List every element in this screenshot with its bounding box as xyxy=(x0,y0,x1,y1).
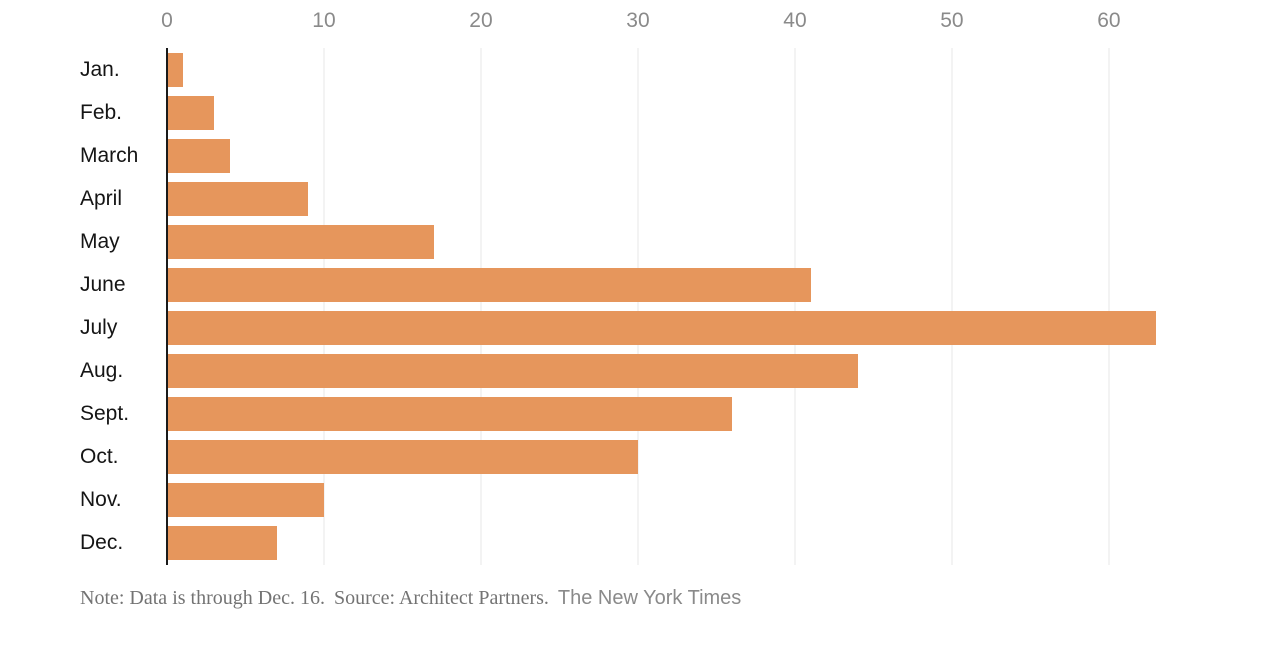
bar-dec xyxy=(167,526,277,561)
bar-nov xyxy=(167,483,324,518)
bar-sept xyxy=(167,397,733,432)
category-label-feb: Feb. xyxy=(80,100,123,124)
category-label-nov: Nov. xyxy=(80,488,122,512)
zero-axis-line xyxy=(166,48,168,565)
bar-row xyxy=(167,306,1262,349)
bar-oct xyxy=(167,440,638,475)
bar-march xyxy=(167,138,230,173)
plot-area xyxy=(166,48,1262,565)
x-tick-label-40: 40 xyxy=(783,9,807,32)
x-tick-label-20: 20 xyxy=(469,9,493,32)
bar-row xyxy=(167,479,1262,522)
gridline-20 xyxy=(480,48,482,565)
gridline-60 xyxy=(1108,48,1110,565)
bar-row xyxy=(167,393,1262,436)
source-text: Source: Architect Partners. xyxy=(333,587,549,609)
footnote: Note: Data is through Dec. 16. Source: Ar… xyxy=(80,587,741,610)
note-text: Note: Data is through Dec. 16. xyxy=(80,587,325,609)
category-label-aug: Aug. xyxy=(80,359,124,383)
bar-july xyxy=(167,311,1157,345)
category-label-oct: Oct. xyxy=(80,445,119,469)
bar-row xyxy=(167,522,1262,565)
category-label-june: June xyxy=(80,272,126,296)
bar-row xyxy=(167,134,1262,177)
bar-rows xyxy=(167,48,1262,565)
bar-feb xyxy=(167,95,215,130)
category-label-march: March xyxy=(80,143,139,167)
bar-june xyxy=(167,267,811,302)
category-labels: Jan. Feb. March April May June July Aug. Sept. Oc… xyxy=(80,48,167,565)
credit-text: The New York Times xyxy=(557,587,742,609)
category-label-sept: Sept. xyxy=(80,402,130,426)
x-tick-label-30: 30 xyxy=(626,9,650,32)
category-label-may: May xyxy=(80,229,120,253)
bar-april xyxy=(167,181,309,216)
bar-row xyxy=(167,436,1262,479)
bar-aug xyxy=(167,354,858,389)
x-axis-top: 0 10 20 30 40 50 60 xyxy=(161,0,1262,48)
category-label-dec: Dec. xyxy=(80,531,124,555)
bar-row xyxy=(167,91,1262,134)
bar-may xyxy=(167,224,434,259)
category-label-july: July xyxy=(80,316,118,339)
bar-jan xyxy=(167,52,183,87)
gridline-10 xyxy=(323,48,325,565)
bar-row xyxy=(167,177,1262,220)
x-tick-label-50: 50 xyxy=(940,9,964,32)
x-tick-label-10: 10 xyxy=(312,9,336,32)
gridline-50 xyxy=(951,48,953,565)
gridline-40 xyxy=(794,48,796,565)
gridline-30 xyxy=(637,48,639,565)
x-tick-label-60: 60 xyxy=(1097,9,1121,32)
category-label-jan: Jan. xyxy=(80,57,120,81)
bar-row xyxy=(167,220,1262,263)
bar-row xyxy=(167,263,1262,306)
bar-row xyxy=(167,48,1262,91)
x-tick-label-0: 0 xyxy=(161,9,173,32)
category-label-april: April xyxy=(80,186,123,210)
bar-row xyxy=(167,350,1262,393)
